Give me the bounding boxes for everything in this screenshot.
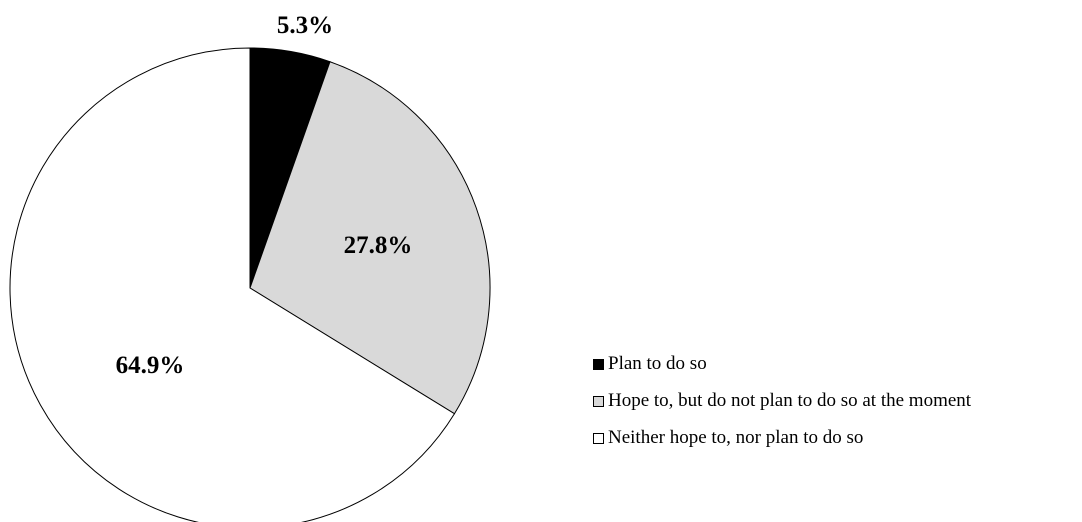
legend-item-plan: Plan to do so xyxy=(593,352,971,376)
legend-label-plan: Plan to do so xyxy=(608,353,707,374)
legend-label-neither: Neither hope to, nor plan to do so xyxy=(608,427,864,448)
legend-item-hope: Hope to, but do not plan to do so at the… xyxy=(593,389,971,413)
legend-swatch-plan xyxy=(593,358,604,370)
pie-slice-neither xyxy=(9,47,456,522)
legend-swatch-neither xyxy=(593,432,604,444)
legend: Plan to do so Hope to, but do not plan t… xyxy=(593,352,971,463)
legend-label-hope: Hope to, but do not plan to do so at the… xyxy=(608,390,972,411)
legend-swatch-hope xyxy=(593,395,604,407)
legend-item-neither: Neither hope to, nor plan to do so xyxy=(593,426,971,450)
slice-label-plan: 5.3% xyxy=(277,12,333,39)
slice-label-hope: 27.8% xyxy=(344,232,413,259)
pie-slices xyxy=(9,47,491,522)
slice-label-neither: 64.9% xyxy=(116,352,185,379)
pie-data-labels: 5.3% 27.8% 64.9% xyxy=(116,12,413,379)
pie-slice-hope xyxy=(249,61,491,415)
